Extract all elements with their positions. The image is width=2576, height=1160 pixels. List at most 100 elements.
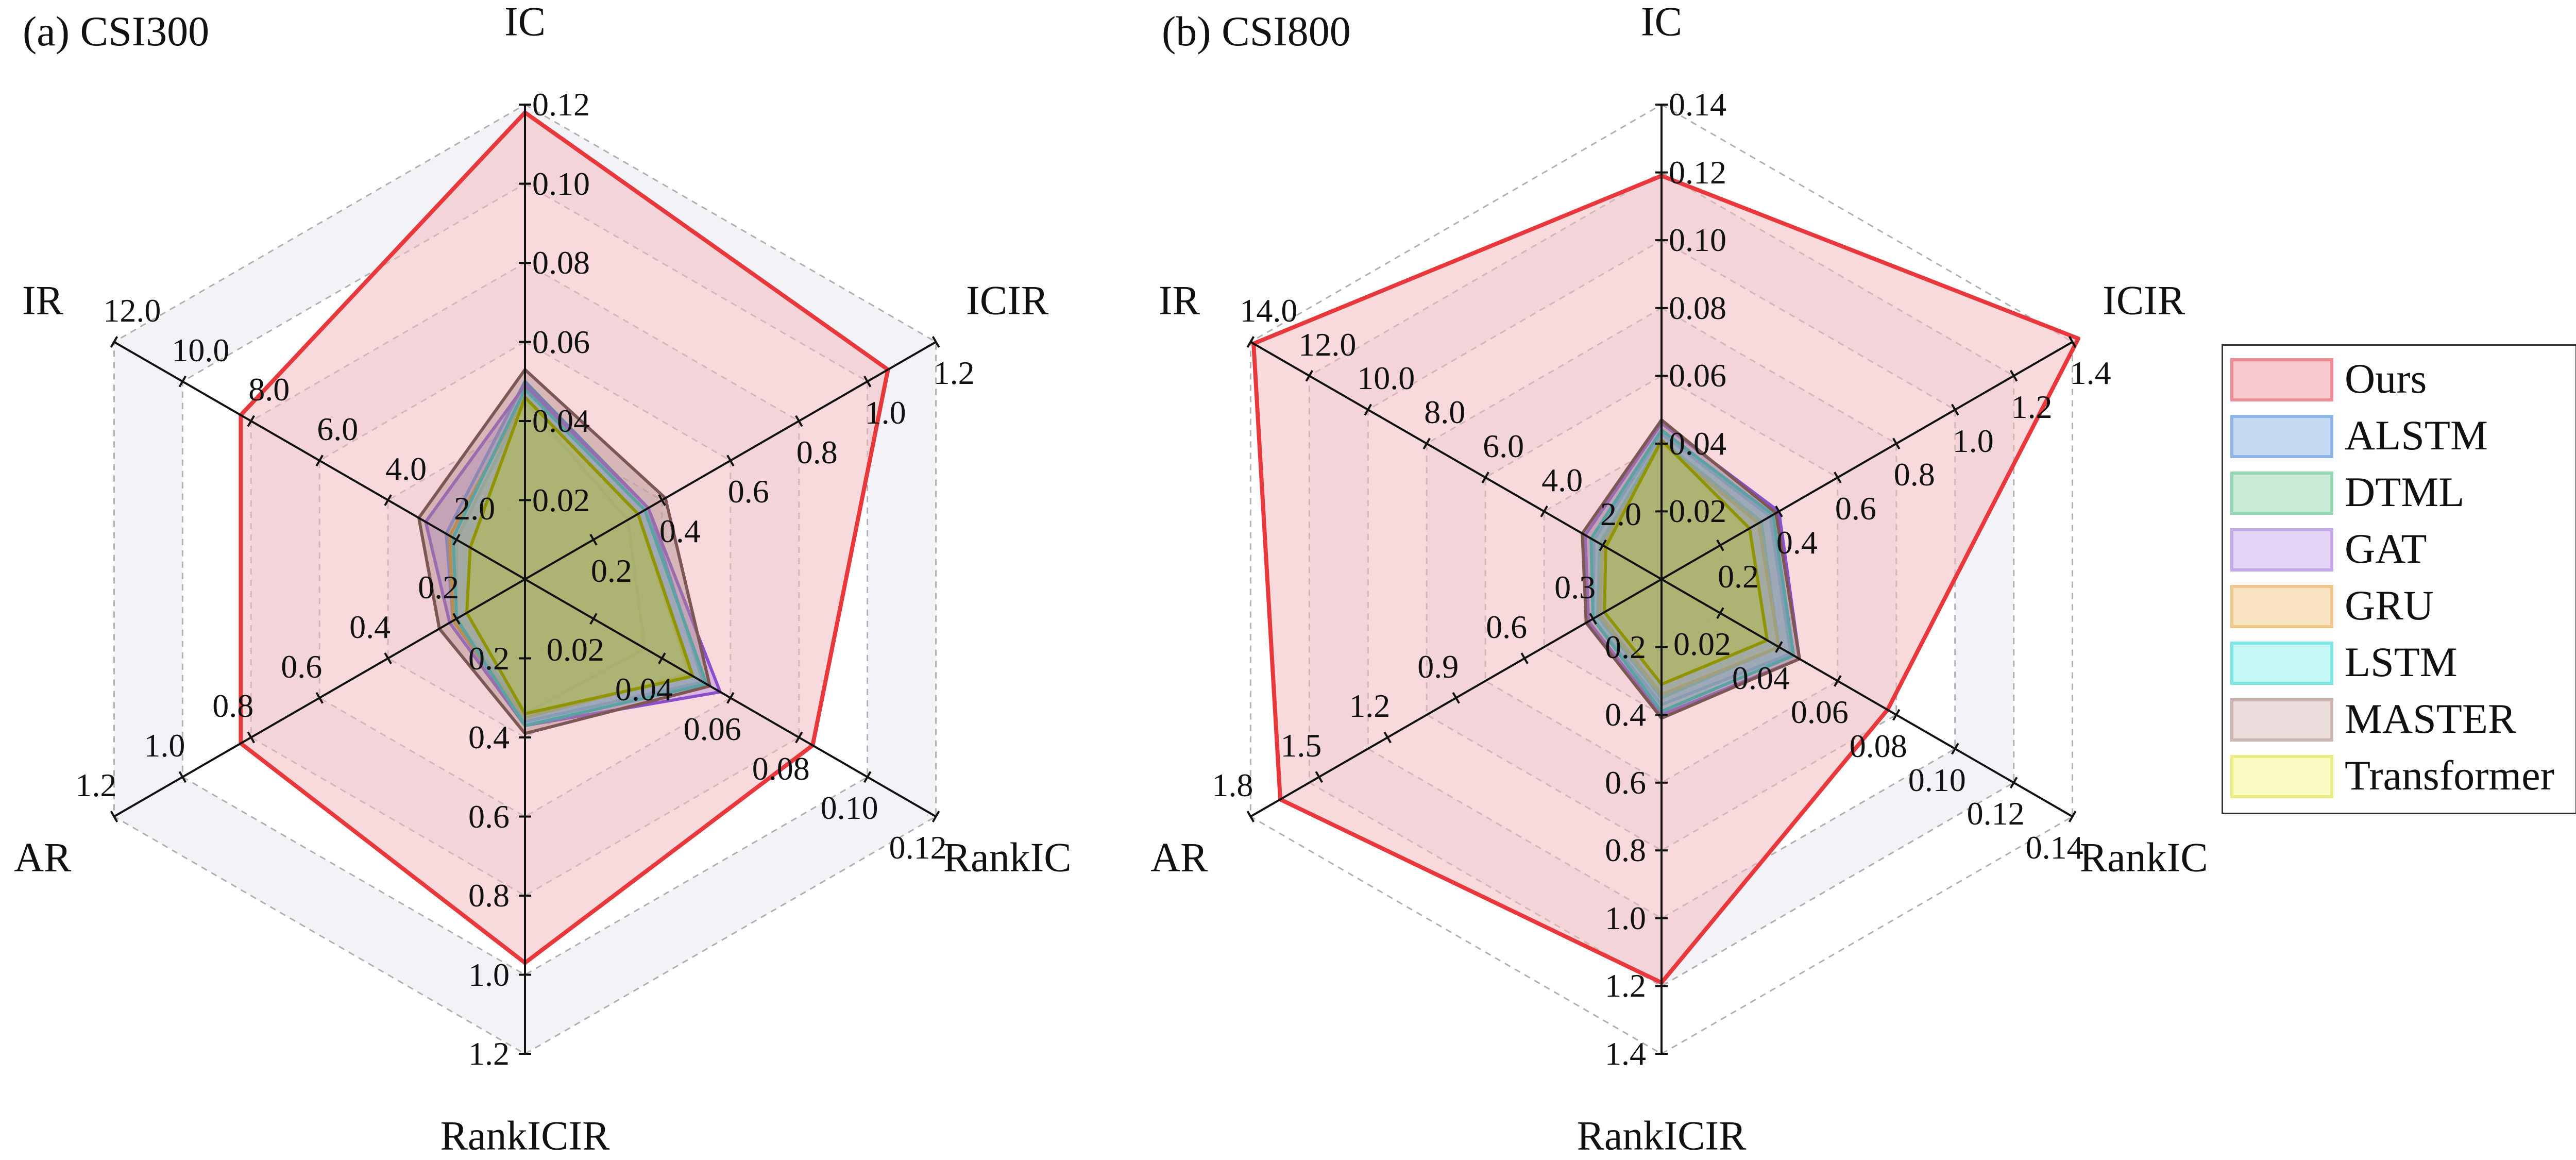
axis-name-icir-a: ICIR (966, 278, 1049, 323)
tick-label-rankic-b: 0.10 (1908, 761, 1966, 798)
panel-title-a: (a) CSI300 (23, 8, 210, 55)
tick-label-ir-a: 2.0 (454, 490, 496, 527)
axis-tick-b-1-7 (2068, 336, 2077, 348)
tick-label-ir-a: 10.0 (172, 331, 230, 368)
tick-label-icir-a: 0.2 (590, 552, 632, 589)
axis-tick-a-1-5 (863, 375, 872, 388)
tick-label-ar-a: 1.2 (75, 766, 117, 803)
axis-name-ir-b: IR (1158, 278, 1200, 323)
axis-name-ic-b: IC (1641, 0, 1682, 45)
tick-label-icir-b: 0.2 (1717, 558, 1759, 595)
axis-tick-b-1-3 (1834, 472, 1842, 484)
axis-name-rankic-b: RankIC (2079, 835, 2208, 880)
axis-tick-a-2-1 (589, 613, 598, 625)
tick-label-rankicir-a: 0.2 (468, 640, 510, 677)
tick-label-rankicir-a: 0.4 (468, 719, 510, 755)
axis-tick-b-4-6 (1246, 811, 1255, 822)
axis-name-ic-a: IC (504, 0, 546, 45)
tick-label-ic-b: 0.14 (1669, 86, 1726, 123)
axis-name-ar-a: AR (14, 835, 72, 880)
tick-label-ic-b: 0.04 (1669, 425, 1726, 462)
tick-label-ar-b: 1.2 (1349, 687, 1391, 725)
legend-item-master: MASTER (2223, 691, 2575, 743)
tick-label-rankic-b: 0.06 (1790, 693, 1849, 730)
tick-label-ic-b: 0.10 (1669, 222, 1726, 259)
tick-label-rankic-b: 0.12 (1967, 795, 2025, 832)
axis-tick-b-2-7 (2068, 811, 2077, 822)
axis-tick-b-1-4 (1892, 438, 1901, 450)
tick-label-ic-a: 0.12 (532, 86, 590, 123)
tick-label-rankicir-a: 1.0 (468, 956, 510, 993)
tick-label-ar-a: 0.8 (212, 687, 254, 725)
axis-tick-a-5-3 (315, 455, 324, 467)
tick-label-ar-a: 0.4 (349, 608, 391, 645)
axis-name-icir-b: ICIR (2103, 278, 2185, 323)
tick-label-rankicir-a: 1.2 (468, 1035, 510, 1072)
tick-label-rankic-a: 0.04 (615, 671, 673, 708)
tick-label-icir-a: 0.6 (727, 473, 769, 510)
axis-tick-b-2-2 (1775, 641, 1783, 653)
axis-tick-b-4-5 (1315, 771, 1324, 783)
tick-label-icir-b: 1.2 (2011, 388, 2053, 425)
axis-name-rankic-a: RankIC (943, 835, 1072, 880)
axis-tick-b-4-2 (1520, 652, 1529, 664)
axis-tick-a-1-1 (589, 533, 598, 546)
tick-label-rankic-b: 0.02 (1673, 626, 1731, 663)
legend-swatch-ours (2230, 358, 2333, 401)
tick-label-ar-a: 0.6 (281, 648, 323, 685)
axis-tick-b-2-4 (1892, 709, 1901, 721)
tick-label-rankicir-a: 0.6 (468, 798, 510, 835)
tick-label-ar-b: 0.6 (1486, 608, 1528, 645)
axis-tick-a-5-5 (178, 375, 187, 388)
tick-label-ic-a: 0.10 (532, 165, 590, 202)
tick-label-ar-b: 1.8 (1212, 766, 1253, 803)
axis-ir-b (1250, 341, 1663, 580)
tick-label-ir-a: 4.0 (385, 450, 427, 487)
axis-tick-b-5-5 (1364, 404, 1372, 416)
axis-tick-a-5-2 (384, 494, 392, 506)
axis-tick-a-1-2 (658, 494, 666, 506)
legend-swatch-master (2230, 698, 2333, 742)
tick-label-ir-b: 8.0 (1424, 394, 1466, 431)
tick-label-ir-b: 14.0 (1240, 292, 1298, 329)
tick-label-ic-b: 0.06 (1669, 357, 1726, 394)
legend-label-lstm: LSTM (2345, 638, 2458, 685)
tick-label-icir-a: 1.2 (933, 355, 975, 392)
axis-tick-b-1-6 (2009, 369, 2018, 382)
axis-tick-b-5-2 (1540, 506, 1548, 517)
tick-label-icir-a: 0.8 (796, 433, 838, 470)
tick-label-ar-a: 1.0 (144, 727, 185, 764)
legend-item-gru: GRU (2223, 578, 2575, 629)
tick-label-rankic-a: 0.06 (683, 710, 741, 747)
legend-swatch-gat (2230, 528, 2333, 571)
axis-tick-a-1-3 (726, 455, 735, 467)
legend-swatch-gru (2230, 585, 2333, 628)
legend: Ours ALSTM DTML GAT GRU LSTM MASTER Tra (2222, 344, 2576, 814)
tick-label-ir-b: 12.0 (1298, 326, 1357, 363)
tick-label-rankic-b: 0.08 (1849, 727, 1907, 764)
tick-label-rankic-a: 0.02 (546, 631, 604, 668)
tick-label-ar-b: 0.9 (1417, 648, 1459, 685)
axis-tick-b-1-2 (1775, 506, 1783, 517)
axis-tick-b-2-6 (2009, 777, 2018, 789)
tick-label-rankic-a: 0.12 (889, 829, 947, 866)
tick-label-rankic-a: 0.08 (752, 750, 810, 787)
tick-label-ic-b: 0.12 (1669, 154, 1726, 191)
axis-tick-a-4-2 (384, 652, 392, 664)
tick-label-ir-a: 6.0 (317, 411, 359, 448)
axis-icir-b (1660, 341, 2073, 580)
tick-label-rankicir-b: 0.6 (1605, 764, 1646, 801)
axis-tick-a-2-6 (931, 811, 940, 822)
axis-name-rankicir-a: RankICIR (440, 1113, 610, 1159)
axis-name-ar-b: AR (1150, 835, 1208, 880)
axis-tick-b-2-1 (1716, 607, 1724, 619)
tick-label-ir-b: 6.0 (1483, 428, 1524, 465)
tick-label-rankic-a: 0.10 (820, 789, 878, 827)
axis-tick-a-4-5 (178, 771, 187, 783)
tick-label-ir-b: 4.0 (1541, 461, 1583, 498)
legend-swatch-transformer (2230, 755, 2333, 798)
axis-rankic-b (1660, 578, 2073, 818)
axis-tick-b-5-7 (1246, 336, 1255, 348)
